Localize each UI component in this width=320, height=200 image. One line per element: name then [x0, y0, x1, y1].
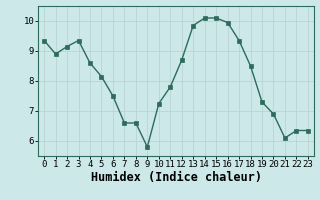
X-axis label: Humidex (Indice chaleur): Humidex (Indice chaleur)	[91, 171, 261, 184]
